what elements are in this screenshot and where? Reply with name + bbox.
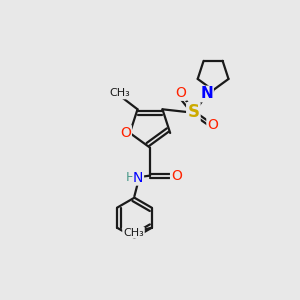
Text: O: O <box>207 118 218 132</box>
Text: H: H <box>126 172 135 184</box>
Text: O: O <box>175 86 186 100</box>
Text: CH₃: CH₃ <box>110 88 130 98</box>
Text: S: S <box>188 103 200 121</box>
Text: N: N <box>200 86 213 101</box>
Text: O: O <box>120 126 131 140</box>
Text: O: O <box>171 169 182 183</box>
Text: N: N <box>133 171 143 185</box>
Text: CH₃: CH₃ <box>123 228 144 238</box>
